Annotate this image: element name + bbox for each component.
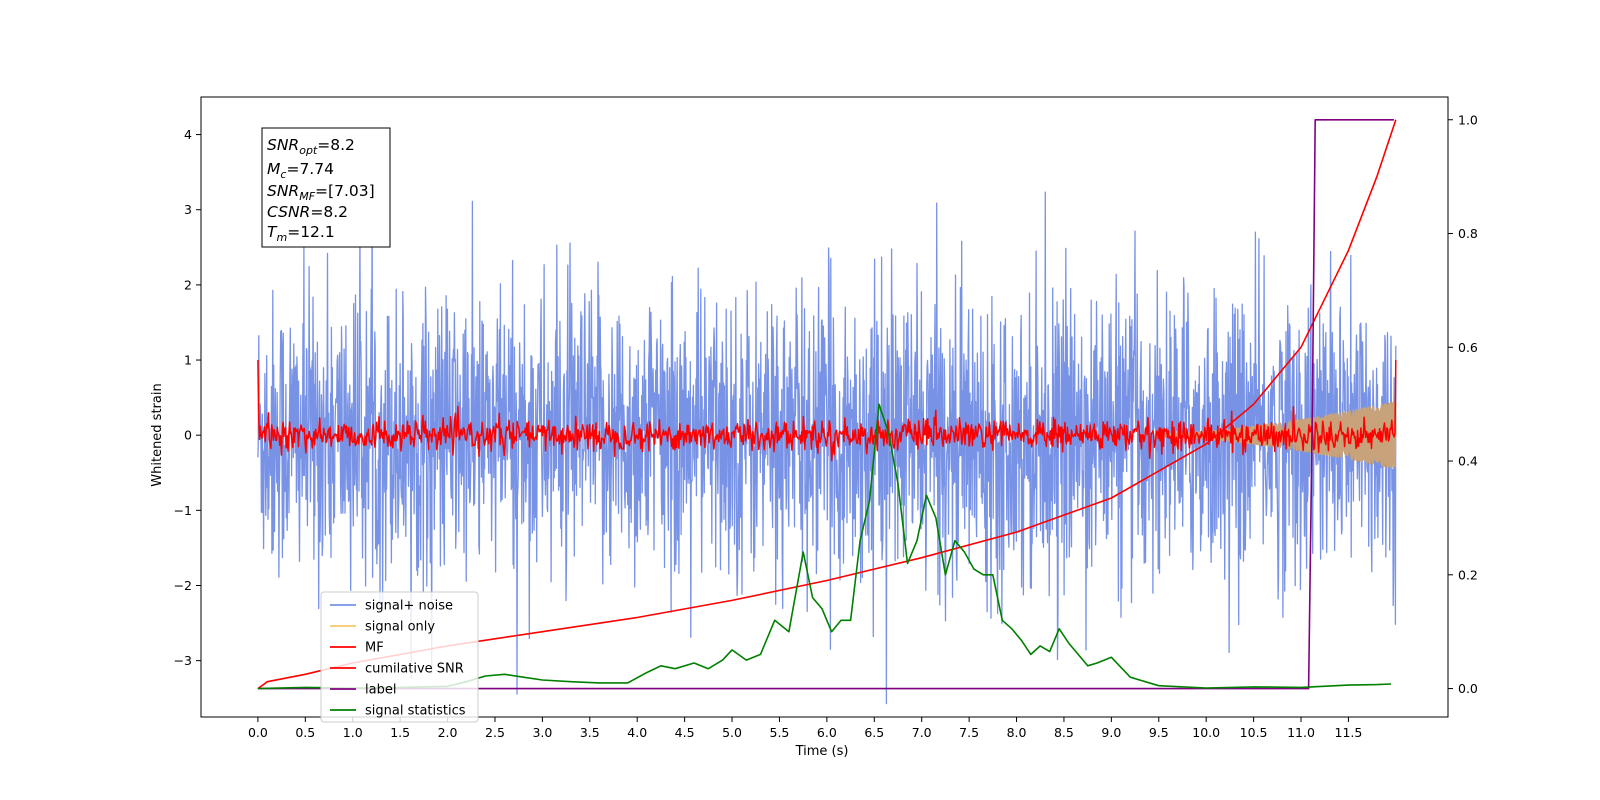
x-tick-label: 2.5 (485, 725, 505, 740)
y-tick-label: 4 (184, 127, 192, 142)
y-axis-left: 4 3 2 1 0 −1 −2 −3 (174, 127, 201, 668)
x-tick-label: 8.0 (1007, 725, 1027, 740)
y-tick-label: −3 (174, 653, 192, 668)
y2-tick-label: 0.0 (1458, 681, 1478, 696)
x-tick-label: 1.0 (343, 725, 363, 740)
legend-label-signal-noise: signal+ noise (365, 599, 453, 614)
x-tick-label: 1.5 (390, 725, 410, 740)
x-tick-label: 11.0 (1287, 725, 1315, 740)
series-label (257, 119, 1394, 690)
legend-frame (320, 591, 479, 723)
y-tick-label: −1 (174, 503, 192, 518)
info-csnr: CSNR=8.2 (267, 203, 348, 221)
y-axis-right: 1.0 0.8 0.6 0.4 0.2 0.0 (1448, 112, 1478, 696)
y-axis-label: Whitened strain (150, 383, 165, 486)
series-mf (257, 359, 1397, 462)
legend-label-label: label (365, 683, 396, 698)
y2-tick-label: 0.6 (1458, 340, 1478, 355)
y2-tick-label: 0.8 (1458, 226, 1478, 241)
x-tick-label: 3.0 (532, 725, 552, 740)
info-mc: Mc=7.74 (267, 160, 334, 181)
x-tick-label: 10.5 (1240, 725, 1268, 740)
y2-tick-label: 0.4 (1458, 454, 1478, 469)
x-tick-label: 11.5 (1335, 725, 1363, 740)
x-tick-label: 7.5 (959, 725, 979, 740)
y-tick-label: 0 (184, 428, 192, 443)
x-tick-label: 9.0 (1101, 725, 1121, 740)
x-tick-label: 4.0 (627, 725, 647, 740)
y-tick-label: 2 (184, 277, 192, 292)
y-tick-label: 3 (184, 202, 192, 217)
info-snr-opt: SNRopt=8.2 (267, 136, 355, 157)
x-tick-label: 3.5 (580, 725, 600, 740)
legend-label-signal-statistics: signal statistics (365, 704, 466, 719)
x-tick-label: 9.5 (1149, 725, 1169, 740)
info-box: SNRopt=8.2 Mc=7.74 SNRMF=[7.03] CSNR=8.2… (261, 127, 391, 248)
x-tick-label: 6.5 (864, 725, 884, 740)
info-tm: Tm=12.1 (267, 223, 335, 244)
x-axis: 0.0 0.5 1.0 1.5 2.0 2.5 3.0 3.5 4.0 4.5 5.0 5.5 6.0 6… (248, 717, 1362, 740)
y2-tick-label: 0.2 (1458, 567, 1478, 582)
y2-tick-label: 1.0 (1458, 112, 1478, 127)
legend: signal+ noise signal only MF cumilative SNR… (320, 591, 479, 723)
x-tick-label: 5.5 (770, 725, 790, 740)
x-tick-label: 5.0 (722, 725, 742, 740)
x-tick-label: 7.0 (912, 725, 932, 740)
y-tick-label: 1 (184, 353, 192, 368)
plot-frame (200, 96, 1449, 718)
x-tick-label: 0.0 (248, 725, 268, 740)
legend-label-signal-only: signal only (365, 620, 435, 635)
series-signal-noise (257, 162, 1397, 705)
x-axis-label: Time (s) (795, 744, 849, 759)
x-tick-label: 2.0 (438, 725, 458, 740)
x-tick-label: 8.5 (1054, 725, 1074, 740)
info-snr-mf: SNRMF=[7.03] (267, 182, 375, 203)
y-tick-label: −2 (174, 578, 192, 593)
x-tick-label: 6.0 (817, 725, 837, 740)
legend-label-cumilative-snr: cumilative SNR (365, 662, 464, 677)
x-tick-label: 4.5 (675, 725, 695, 740)
legend-label-mf: MF (365, 641, 384, 656)
x-tick-label: 0.5 (295, 725, 315, 740)
series-signal-statistics (257, 403, 1392, 690)
info-box-frame (261, 127, 391, 248)
x-tick-label: 10.0 (1192, 725, 1220, 740)
